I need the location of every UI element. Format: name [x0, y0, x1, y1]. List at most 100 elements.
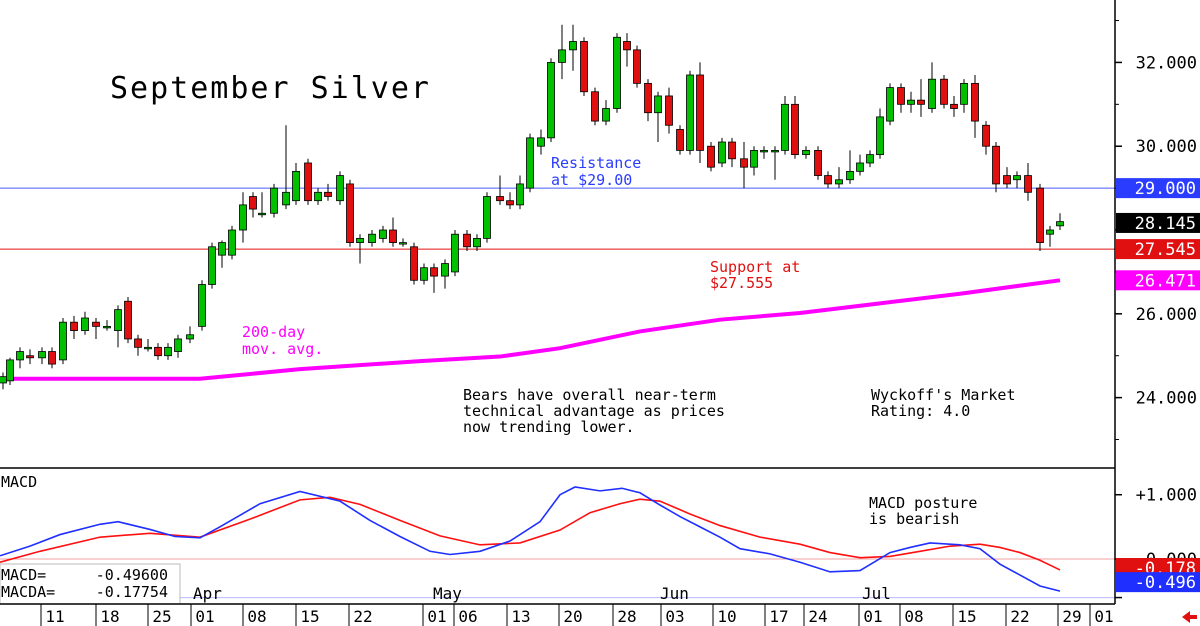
- date-label: 22: [353, 607, 372, 626]
- support-badge: 27.545: [1116, 239, 1200, 260]
- candle-body: [623, 41, 631, 51]
- candle: [463, 230, 471, 251]
- candle-body: [114, 309, 122, 331]
- candle-body: [516, 183, 524, 206]
- candle: [686, 70, 694, 155]
- candle: [154, 343, 162, 360]
- candle: [346, 179, 354, 247]
- candle-body: [239, 204, 247, 231]
- candle-body: [940, 78, 948, 105]
- candle: [960, 79, 968, 113]
- candlesticks: [0, 24, 1064, 390]
- candle-body: [644, 82, 652, 114]
- candle-body: [314, 191, 322, 202]
- candle: [239, 192, 247, 243]
- candle-body: [389, 229, 397, 243]
- candle-body: [59, 321, 67, 361]
- candle-body: [420, 267, 428, 281]
- macda-line: [0, 496, 1061, 571]
- candle: [48, 347, 56, 369]
- candle-body: [750, 150, 758, 168]
- candle-body: [154, 346, 162, 357]
- candle: [516, 175, 524, 210]
- candle: [249, 192, 257, 218]
- candle: [665, 87, 673, 134]
- candle: [707, 142, 715, 172]
- date-label: 22: [1010, 607, 1029, 626]
- candle: [1036, 183, 1044, 251]
- candle: [992, 142, 1000, 193]
- macd-panel-title: MACD: [1, 473, 37, 491]
- candle-body: [228, 229, 236, 256]
- candle: [314, 188, 322, 205]
- date-label: 28: [617, 607, 636, 626]
- candle: [59, 318, 67, 365]
- candle-body: [591, 91, 599, 122]
- candle-body: [760, 150, 768, 153]
- candle-body: [707, 145, 715, 168]
- rating-note-line1: Wyckoff's Market: [871, 386, 1016, 404]
- candle-body: [526, 137, 534, 189]
- candle-body: [824, 175, 832, 185]
- candle: [103, 320, 111, 331]
- candle: [483, 192, 491, 243]
- date-label: 10: [717, 607, 736, 626]
- date-label: 13: [511, 607, 530, 626]
- candle: [0, 372, 7, 390]
- candle-body: [282, 191, 290, 206]
- candle: [917, 79, 925, 117]
- candle: [876, 108, 884, 159]
- left-arrow-icon[interactable]: [1182, 611, 1197, 623]
- ma200-note-line2: mov. avg.: [242, 340, 323, 358]
- candle-body: [368, 233, 376, 243]
- candle-body: [654, 95, 662, 114]
- candle: [728, 137, 736, 168]
- candle-body: [771, 150, 779, 153]
- candle: [750, 146, 758, 176]
- candle-body: [633, 49, 641, 84]
- date-label: 03: [665, 607, 684, 626]
- candle: [420, 263, 428, 285]
- candle: [676, 125, 684, 155]
- resistance-note-line1: Resistance: [551, 154, 641, 172]
- candle-body: [483, 196, 491, 239]
- date-label: 08: [247, 607, 266, 626]
- bears-note-line3: now trending lower.: [463, 418, 635, 436]
- candle-body: [451, 233, 459, 273]
- candle: [835, 167, 843, 189]
- candle-body: [144, 346, 152, 350]
- candle-body: [728, 141, 736, 160]
- candle: [928, 62, 936, 113]
- macd-note-line1: MACD posture: [869, 494, 977, 512]
- candle: [410, 242, 418, 285]
- price-tick-label: 26.000: [1136, 305, 1197, 325]
- candle: [451, 230, 459, 277]
- candle: [824, 171, 832, 189]
- candle-body: [791, 103, 799, 156]
- candle-body: [270, 187, 278, 214]
- candle: [208, 242, 216, 289]
- date-label: 11: [45, 607, 64, 626]
- candle: [134, 334, 142, 356]
- candle: [613, 33, 621, 113]
- candle: [907, 91, 915, 113]
- candle-body: [186, 334, 194, 340]
- candle-body: [558, 49, 566, 63]
- candle: [791, 95, 799, 159]
- candle: [186, 326, 194, 344]
- date-label: 25: [152, 607, 171, 626]
- candle-body: [92, 321, 100, 327]
- candle-body: [781, 103, 789, 151]
- chart-title: September Silver: [110, 71, 431, 106]
- candle: [580, 37, 588, 96]
- candle: [802, 146, 810, 159]
- candle-body: [846, 170, 854, 181]
- candle-body: [1013, 175, 1021, 181]
- candle-body: [992, 145, 1000, 185]
- candle: [1024, 162, 1032, 201]
- date-label: 15: [957, 607, 976, 626]
- candle: [441, 259, 449, 289]
- candle: [368, 230, 376, 247]
- candle: [1046, 225, 1054, 247]
- candle-body: [292, 170, 300, 202]
